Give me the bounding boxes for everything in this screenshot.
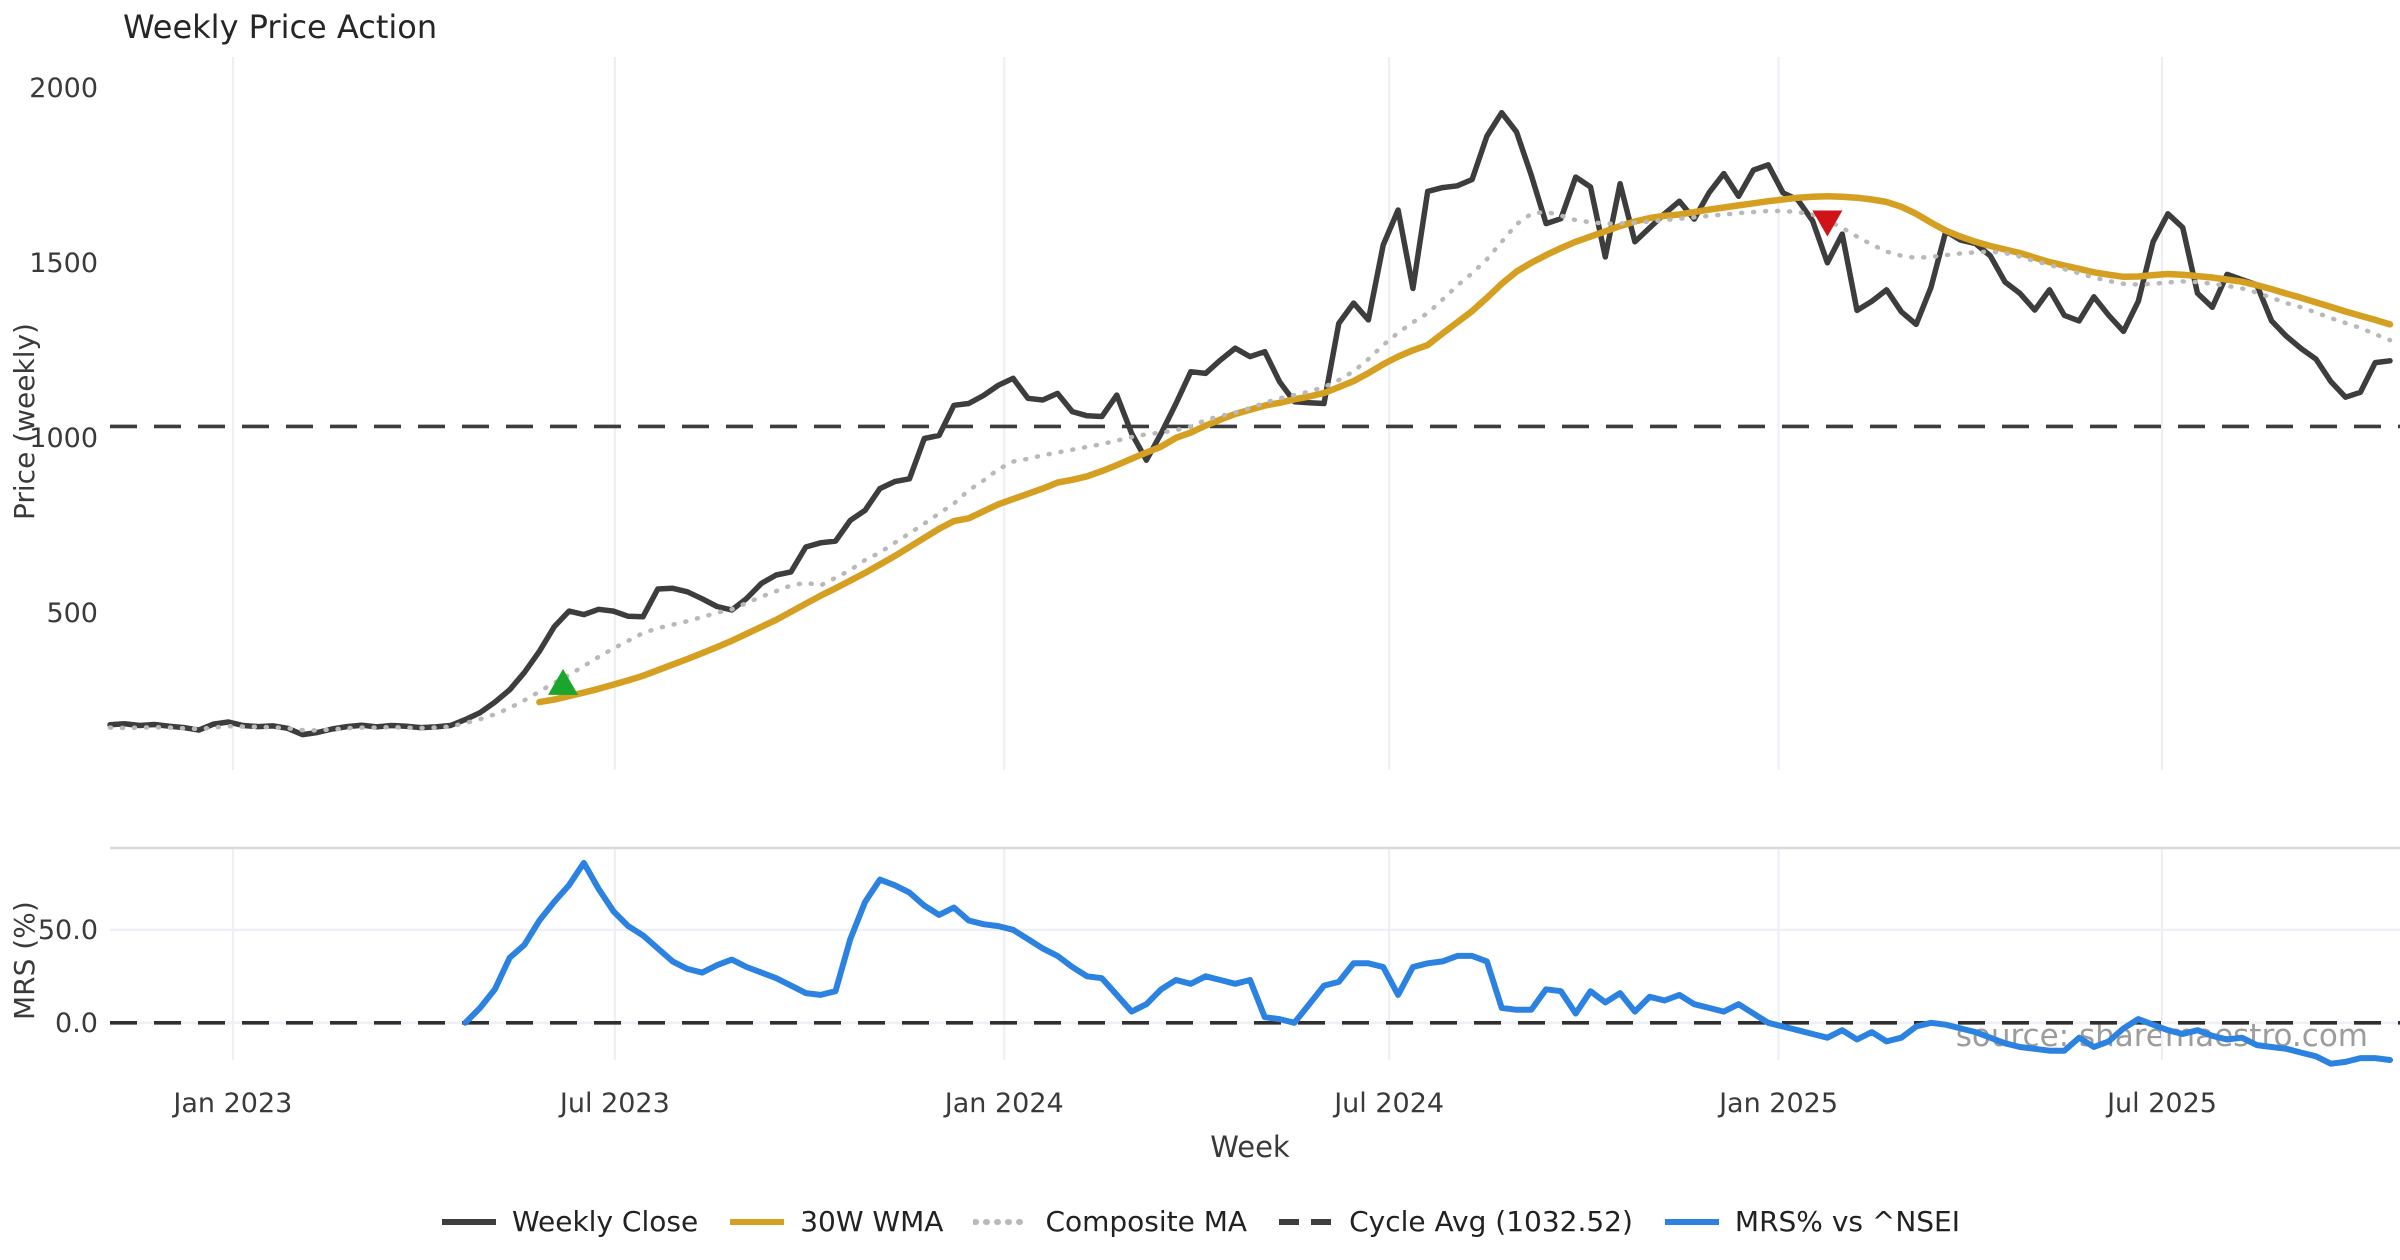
legend-label: Composite MA bbox=[1045, 1205, 1248, 1238]
legend-item: MRS% vs ^NSEI bbox=[1663, 1205, 1960, 1238]
series-weekly-close bbox=[107, 109, 2393, 738]
series-mrs-vs-nsei bbox=[462, 859, 2393, 1067]
x-tick-label: Jan 2025 bbox=[1717, 1088, 1838, 1119]
legend-swatch-solid-icon bbox=[730, 1218, 785, 1225]
legend-swatch-solid-icon bbox=[1664, 1218, 1719, 1225]
legend-swatch-dotted-icon bbox=[973, 1218, 1032, 1225]
x-tick-label: Jan 2023 bbox=[171, 1088, 292, 1119]
price-tick-label: 1000 bbox=[29, 423, 98, 454]
legend-label: Weekly Close bbox=[511, 1205, 699, 1238]
mrs-tick-label: 0.0 bbox=[55, 1008, 98, 1039]
price-tick-label: 500 bbox=[46, 598, 98, 629]
legend-item: 30W WMA bbox=[728, 1205, 943, 1238]
series-30w-wma bbox=[536, 193, 2394, 706]
x-axis-label: Week bbox=[1210, 1130, 1290, 1164]
sell-signal-marker-icon bbox=[1812, 210, 1843, 237]
legend-item: Cycle Avg (1032.52) bbox=[1277, 1205, 1633, 1238]
series-composite-ma bbox=[107, 208, 2393, 733]
legend-swatch-solid-icon bbox=[441, 1218, 496, 1225]
mrs-tick-label: 50.0 bbox=[38, 915, 98, 946]
x-tick-label: Jul 2025 bbox=[2105, 1088, 2217, 1119]
buy-signal-marker-icon bbox=[548, 668, 579, 695]
legend-label: MRS% vs ^NSEI bbox=[1734, 1205, 1961, 1238]
legend-item: Weekly Close bbox=[440, 1205, 698, 1238]
legend-label: Cycle Avg (1032.52) bbox=[1349, 1205, 1633, 1238]
legend-item: Composite MA bbox=[973, 1205, 1247, 1238]
chart-title: Weekly Price Action bbox=[123, 8, 438, 46]
x-tick-label: Jul 2023 bbox=[558, 1088, 670, 1119]
price-tick-label: 2000 bbox=[29, 73, 98, 104]
x-tick-label: Jan 2024 bbox=[943, 1088, 1064, 1119]
x-tick-label: Jul 2024 bbox=[1332, 1088, 1444, 1119]
price-tick-label: 1500 bbox=[29, 248, 98, 279]
legend-label: 30W WMA bbox=[800, 1205, 944, 1238]
legend-swatch-dashed-icon bbox=[1279, 1218, 1334, 1225]
chart-legend: Weekly Close 30W WMA Composite MA Cycle … bbox=[0, 1205, 2400, 1238]
